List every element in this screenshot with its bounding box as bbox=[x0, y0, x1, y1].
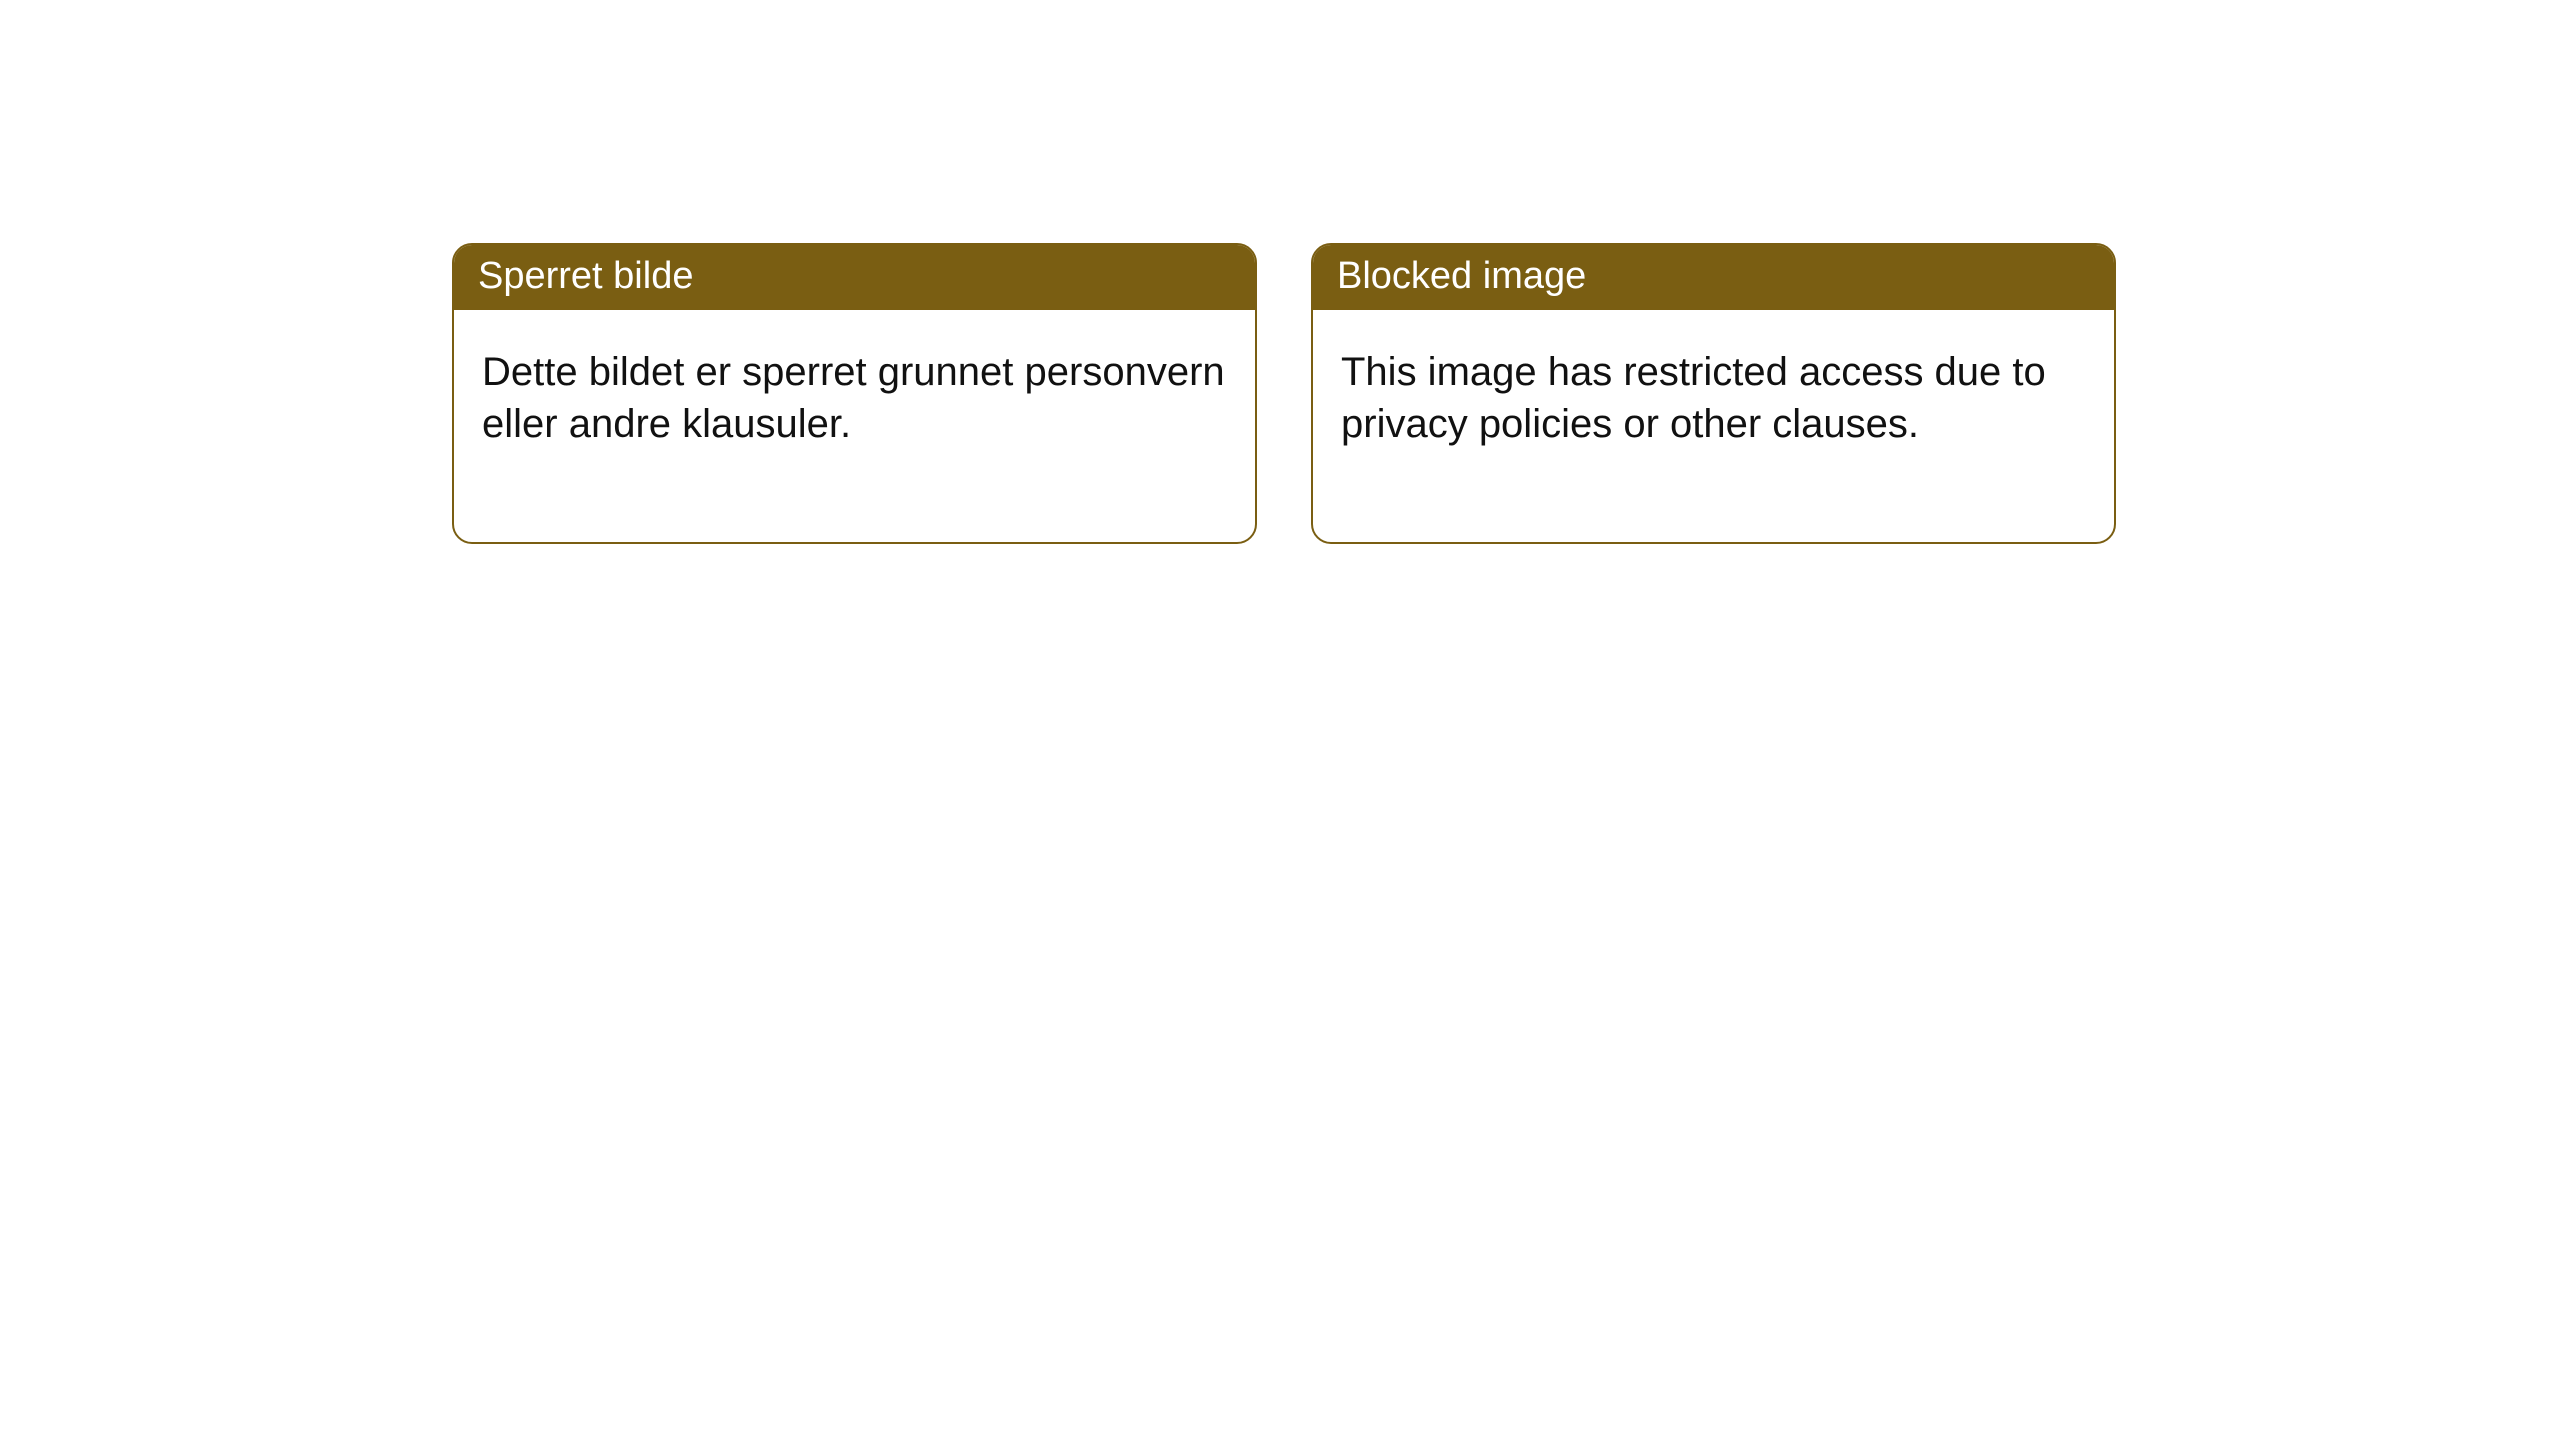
card-header-title: Sperret bilde bbox=[454, 245, 1255, 310]
card-body-text: Dette bildet er sperret grunnet personve… bbox=[454, 310, 1255, 542]
notice-container: Sperret bilde Dette bildet er sperret gr… bbox=[0, 0, 2560, 544]
card-header-title: Blocked image bbox=[1313, 245, 2114, 310]
notice-card-english: Blocked image This image has restricted … bbox=[1311, 243, 2116, 544]
card-body-text: This image has restricted access due to … bbox=[1313, 310, 2114, 542]
notice-card-norwegian: Sperret bilde Dette bildet er sperret gr… bbox=[452, 243, 1257, 544]
